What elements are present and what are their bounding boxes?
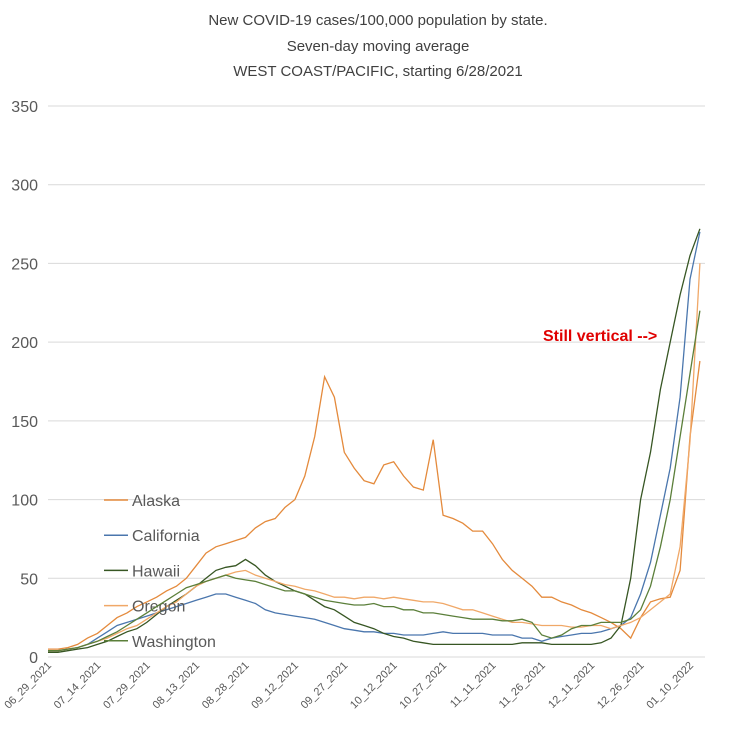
x-tick-label: 06_29_2021: [2, 660, 54, 712]
x-tick-label: 09_27_2021: [299, 660, 351, 712]
y-tick-label: 100: [11, 493, 38, 510]
x-tick-label: 09_12_2021: [249, 660, 301, 712]
series-line: [48, 228, 701, 653]
x-tick-label: 10_12_2021: [348, 660, 400, 712]
x-tick-label: 11_11_2021: [448, 660, 499, 711]
x-tick-label: 12_26_2021: [595, 660, 647, 712]
y-tick-label: 300: [11, 178, 38, 195]
x-tick-label: 08_13_2021: [151, 660, 203, 712]
legend-label: Hawaii: [132, 563, 180, 580]
legend-label: Washington: [132, 634, 216, 651]
legend-label: California: [132, 528, 200, 545]
x-tick-label: 12_11_2021: [546, 660, 597, 711]
series-line: [48, 231, 701, 652]
chart-title: New COVID-19 cases/100,000 population by…: [208, 12, 547, 29]
annotation: Still vertical -->: [543, 328, 657, 345]
y-tick-label: 250: [11, 256, 38, 273]
y-tick-label: 350: [11, 99, 38, 116]
chart-subtitle: WEST COAST/PACIFIC, starting 6/28/2021: [233, 63, 523, 80]
x-tick-label: 07_29_2021: [101, 660, 153, 712]
series-line: [48, 263, 701, 652]
x-tick-label: 01_10_2022: [644, 660, 696, 712]
legend-label: Oregon: [132, 599, 185, 616]
x-tick-label: 08_28_2021: [200, 660, 252, 712]
x-tick-label: 11_26_2021: [497, 660, 548, 711]
legend-label: Alaska: [132, 493, 180, 510]
y-tick-label: 50: [20, 571, 38, 588]
x-tick-label: 07_14_2021: [52, 660, 104, 712]
y-tick-label: 0: [29, 650, 38, 667]
series-line: [48, 310, 701, 652]
y-tick-label: 200: [11, 335, 38, 352]
x-tick-label: 10_27_2021: [397, 660, 449, 712]
chart-subtitle: Seven-day moving average: [287, 38, 470, 55]
y-tick-label: 150: [11, 414, 38, 431]
series-line: [48, 360, 701, 650]
